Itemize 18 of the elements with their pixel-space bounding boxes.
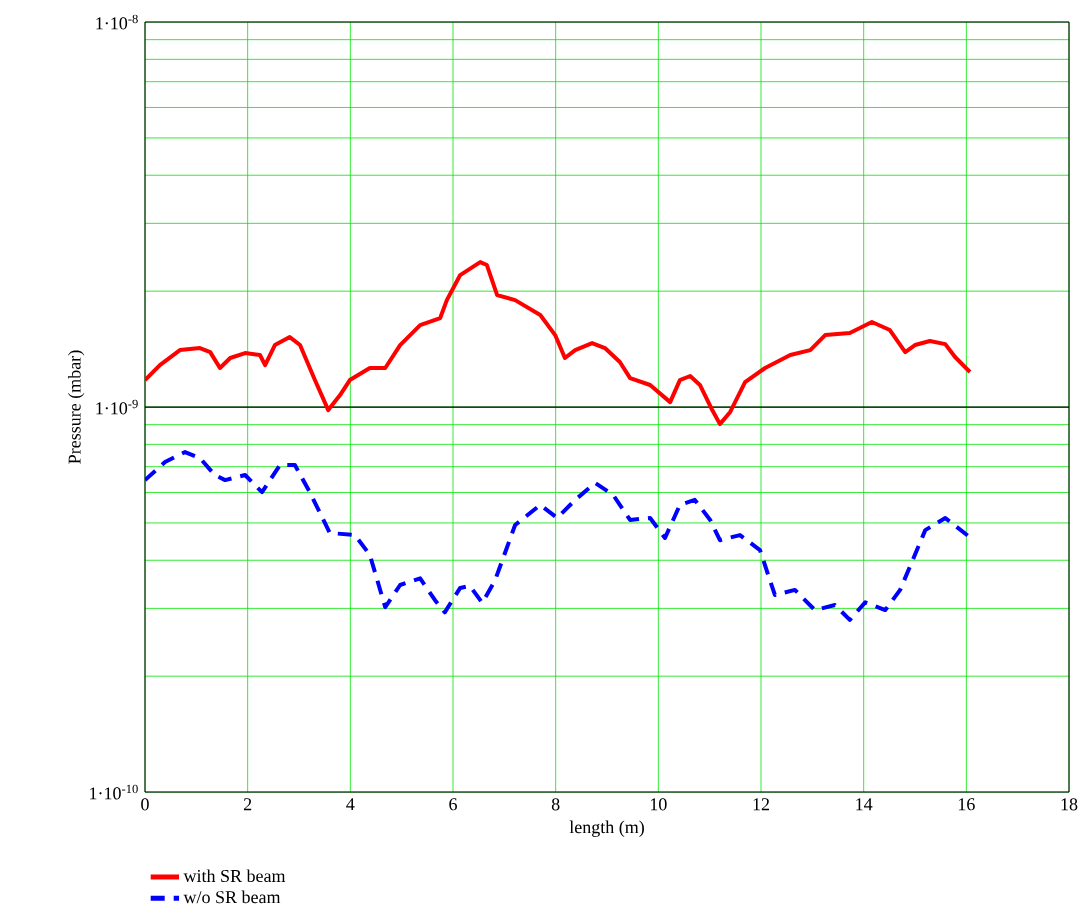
x-tick-label: 12 [753,798,770,811]
line-series [145,260,972,427]
x-tick-label: 10 [650,798,667,811]
y-tick-label: 1·10$^{-9}$ [96,399,138,415]
x-tick-label: 16 [958,798,975,811]
x-axis-title: length (m) [569,820,644,837]
y-axis-title: Pressure (mbar) [68,350,85,464]
x-tick-label: 4 [346,798,355,811]
x-tick-label: 8 [551,798,560,811]
x-tick-label: 14 [856,798,873,811]
y-tick-label: 1·10$^{-10}$ [90,784,138,800]
legend-label: with SR beam [183,869,286,883]
y-tick-label: 1·10$^{-8}$ [96,14,138,30]
legend-label: w/o SR beam [183,890,281,904]
x-tick-label: 0 [141,798,149,811]
x-tick-label: 2 [243,798,252,811]
x-tick-label: 6 [449,798,457,811]
x-tick-label: 18 [1061,798,1078,811]
